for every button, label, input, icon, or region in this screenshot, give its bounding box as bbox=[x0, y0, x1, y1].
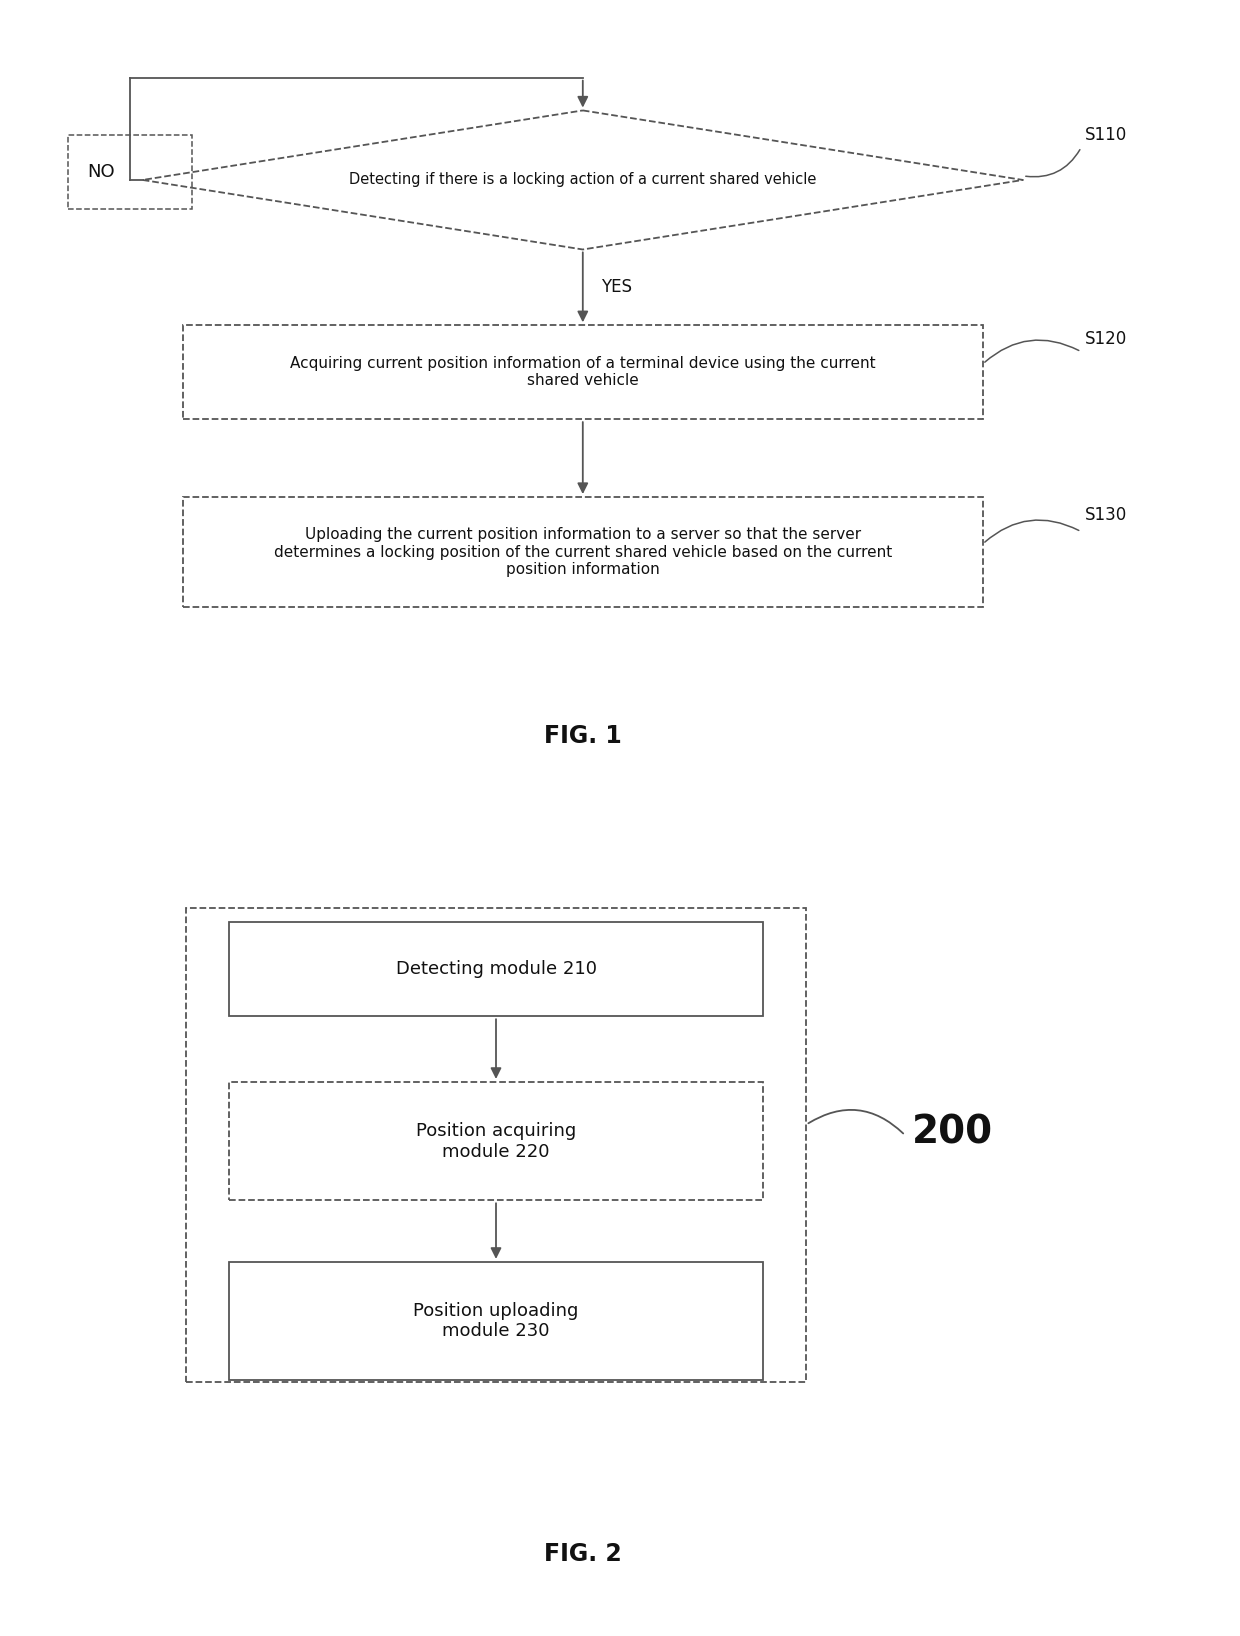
Text: Detecting if there is a locking action of a current shared vehicle: Detecting if there is a locking action o… bbox=[350, 172, 816, 188]
Text: Acquiring current position information of a terminal device using the current
sh: Acquiring current position information o… bbox=[290, 357, 875, 388]
Bar bbox=[229, 923, 763, 1016]
Text: Detecting module 210: Detecting module 210 bbox=[396, 960, 596, 978]
Text: YES: YES bbox=[601, 278, 632, 296]
Bar bbox=[68, 136, 192, 209]
Text: FIG. 2: FIG. 2 bbox=[544, 1543, 621, 1566]
Text: S110: S110 bbox=[1085, 126, 1127, 144]
Bar bbox=[182, 326, 982, 419]
Bar bbox=[229, 1261, 763, 1381]
Text: Position acquiring
module 220: Position acquiring module 220 bbox=[415, 1122, 577, 1160]
Bar bbox=[182, 497, 982, 607]
Text: Uploading the current position information to a server so that the server
determ: Uploading the current position informati… bbox=[274, 527, 892, 578]
Text: S130: S130 bbox=[1085, 506, 1127, 525]
Text: 200: 200 bbox=[911, 1114, 992, 1152]
Text: Position uploading
module 230: Position uploading module 230 bbox=[413, 1302, 579, 1340]
Text: FIG. 1: FIG. 1 bbox=[544, 725, 621, 748]
Text: NO: NO bbox=[87, 162, 114, 182]
Bar bbox=[229, 1081, 763, 1201]
Bar bbox=[186, 908, 806, 1382]
Text: S120: S120 bbox=[1085, 330, 1127, 348]
